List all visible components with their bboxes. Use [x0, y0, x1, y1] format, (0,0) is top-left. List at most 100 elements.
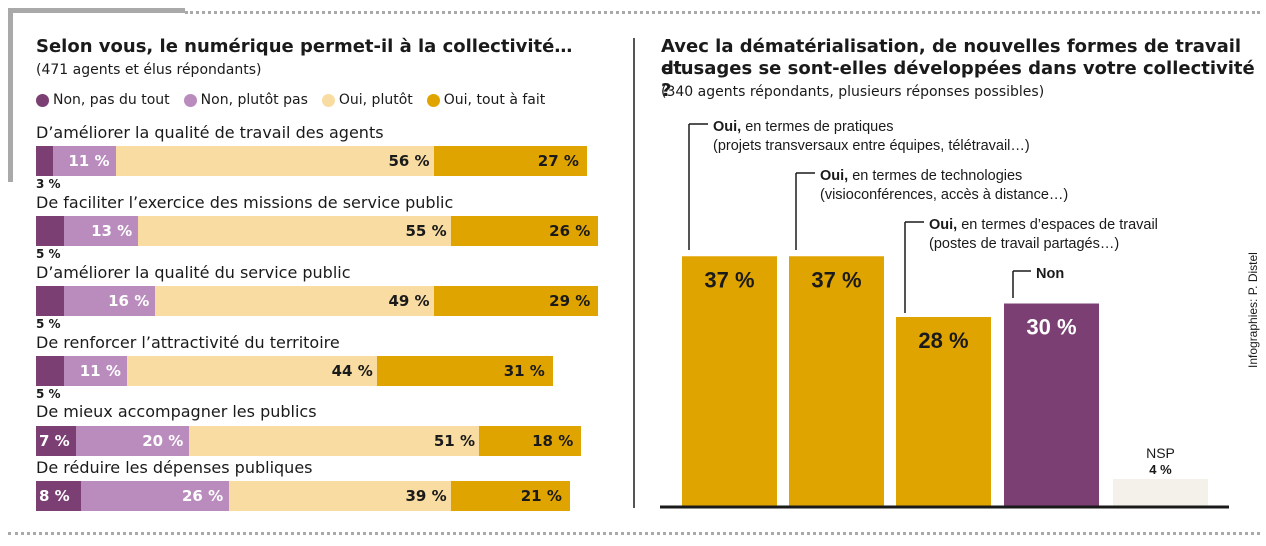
category-label: Non: [1036, 266, 1064, 282]
category-label: NSP: [1146, 445, 1175, 461]
bar-segment: 20 %: [75, 426, 190, 456]
column-value-label: 37 %: [704, 267, 754, 292]
left-chart-subtitle: (471 agents et élus répondants): [36, 62, 262, 78]
data-label: 16 %: [108, 292, 150, 310]
bar-segment: 11 %: [64, 356, 127, 386]
data-label-small: 5 %: [36, 317, 61, 331]
category-label-text: en termes d’espaces de travail: [957, 217, 1158, 233]
legend-label: Non, pas du tout: [53, 92, 170, 108]
data-label: 56 %: [388, 152, 430, 170]
data-label: 11 %: [68, 152, 110, 170]
legend-swatch: [426, 93, 440, 107]
data-label: 29 %: [549, 292, 591, 310]
stacked-bar: 8 % 26 % 39 % 21 %: [36, 481, 570, 511]
data-label-small: 3 %: [36, 177, 61, 191]
bar-segment: 8 %: [36, 481, 82, 511]
legend-item: Oui, tout à fait: [426, 92, 546, 108]
bar-segment: [36, 146, 54, 176]
bar-segment: 18 %: [479, 426, 582, 456]
stacked-bar: 11 % 56 % 27 %: [36, 146, 587, 176]
legend-swatch: [36, 93, 49, 107]
column-value-label: 28 %: [918, 328, 968, 353]
dotted-border-bottom: [8, 532, 1260, 535]
legend-swatch: [183, 93, 197, 107]
legend-swatch: [321, 93, 335, 107]
category-label-bold: Oui,: [929, 217, 957, 233]
column-bar: [896, 317, 991, 506]
svg-text:Infographies: P. Distel: Infographies: P. Distel: [1246, 252, 1260, 368]
bar-segment: 39 %: [229, 481, 451, 511]
data-label: 8 %: [39, 487, 70, 505]
data-label: 20 %: [142, 432, 184, 450]
data-label: 26 %: [181, 487, 224, 505]
right-chart-title-line1: Avec la dématérialisation, de nouvelles …: [661, 36, 1242, 79]
bar-segment: 31 %: [376, 356, 553, 386]
bar-segment: 13 %: [64, 216, 139, 246]
bar-segment: 7 %: [36, 426, 76, 456]
data-label: 39 %: [405, 487, 447, 505]
credit-text: Infographies: P. Distel: [1246, 252, 1260, 368]
column-bar: [682, 256, 777, 506]
bar-segment: 26 %: [81, 481, 230, 511]
bar-segment: 21 %: [450, 481, 570, 511]
bar-segment: [36, 356, 65, 386]
data-label: 49 %: [388, 292, 430, 310]
category-label: Oui, en termes d’espaces de travail: [929, 217, 1158, 233]
column-bar: [1113, 479, 1208, 506]
column-value-label: 37 %: [811, 267, 861, 292]
bar-segment: 26 %: [450, 216, 599, 246]
bar-segment: 29 %: [433, 286, 599, 316]
frame-accent-left: [8, 8, 13, 182]
category-label: Oui, en termes de pratiques: [713, 119, 894, 135]
data-label: 21 %: [520, 487, 562, 505]
data-label: 55 %: [405, 222, 447, 240]
data-label: 27 %: [537, 152, 579, 170]
column-bar: [789, 256, 884, 506]
bar-segment: 27 %: [433, 146, 587, 176]
frame-accent-top: [8, 8, 185, 13]
legend-item: Oui, plutôt: [321, 92, 413, 108]
category-label-detail: (projets transversaux entre équipes, tél…: [713, 138, 1030, 154]
data-label: 44 %: [331, 362, 373, 380]
stacked-bar: 13 % 55 % 26 %: [36, 216, 599, 246]
row-label: De mieux accompagner les publics: [36, 402, 317, 421]
data-label-small: 5 %: [36, 247, 61, 261]
category-label-text: en termes de technologies: [848, 168, 1022, 184]
category-label-bold: Oui,: [820, 168, 848, 184]
data-label: 51 %: [433, 432, 476, 450]
category-label-detail: (visioconférences, accès à distance…): [820, 187, 1068, 203]
data-label-small: 5 %: [36, 387, 61, 401]
panel-divider: [633, 38, 635, 508]
bar-segment: 44 %: [126, 356, 377, 386]
column-value-label: 4 %: [1149, 462, 1172, 477]
legend-label: Oui, tout à fait: [443, 92, 546, 108]
category-label-bold: Oui,: [713, 119, 741, 135]
row-label: D’améliorer la qualité de travail des ag…: [36, 123, 384, 142]
category-label-text: en termes de pratiques: [741, 119, 893, 135]
stacked-bar: 16 % 49 % 29 %: [36, 286, 599, 316]
bar-segment: [36, 216, 65, 246]
column-value-label: 30 %: [1026, 315, 1076, 340]
data-label: 7 %: [39, 432, 70, 450]
row-label: De réduire les dépenses publiques: [36, 458, 313, 477]
row-label: D’améliorer la qualité du service public: [36, 263, 351, 282]
legend-item: Non, pas du tout: [36, 92, 170, 108]
stacked-bar: 11 % 44 % 31 %: [36, 356, 553, 386]
data-label: 31 %: [503, 362, 545, 380]
left-chart-title: Selon vous, le numérique permet-il à la …: [36, 36, 573, 57]
bar-segment: 55 %: [138, 216, 451, 246]
bar-segment: 11 %: [53, 146, 116, 176]
right-chart-subtitle: (340 agents répondants, plusieurs répons…: [661, 84, 1045, 100]
row-label: De renforcer l’attractivité du territoir…: [36, 333, 340, 352]
legend: Non, pas du tout Non, plutôt pas Oui, pl…: [36, 92, 545, 108]
category-label-detail: (postes de travail partagés…): [929, 236, 1119, 252]
bar-segment: [36, 286, 65, 316]
bar-segment: 56 %: [115, 146, 434, 176]
data-label: 13 %: [91, 222, 133, 240]
dotted-border-top: [185, 11, 1260, 14]
bar-segment: 16 %: [64, 286, 156, 316]
stacked-bar: 7 % 20 % 51 % 18 %: [36, 426, 582, 456]
legend-label: Non, plutôt pas: [200, 92, 308, 108]
bar-segment: 49 %: [155, 286, 434, 316]
